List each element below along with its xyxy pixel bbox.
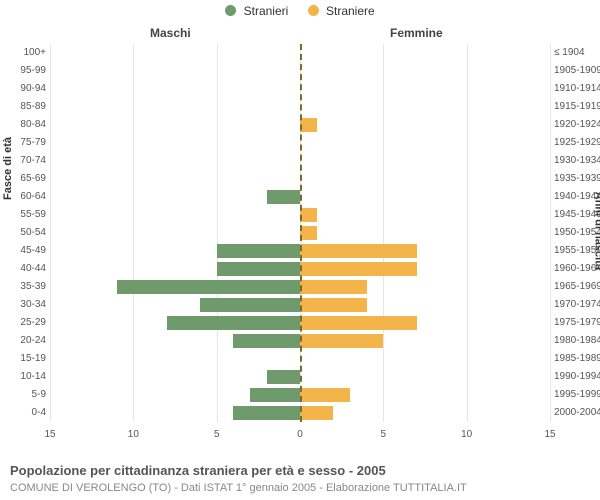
x-tick-label: 15 (544, 429, 555, 440)
y-left-label: 60-64 (6, 191, 46, 202)
bar-male (233, 334, 300, 348)
legend: Stranieri Straniere (0, 4, 600, 18)
y-left-label: 70-74 (6, 155, 46, 166)
y-left-label: 90-94 (6, 83, 46, 94)
y-right-label: 1925-1929 (554, 137, 600, 148)
y-left-label: 40-44 (6, 263, 46, 274)
chart-subtitle: COMUNE DI VEROLENGO (TO) - Dati ISTAT 1°… (10, 482, 467, 494)
y-right-label: 1910-1914 (554, 83, 600, 94)
y-left-label: 100+ (6, 47, 46, 58)
bar-female (300, 226, 317, 240)
y-left-label: 35-39 (6, 281, 46, 292)
y-left-label: 0-4 (6, 407, 46, 418)
y-left-label: 55-59 (6, 209, 46, 220)
bar-male (267, 190, 300, 204)
bar-male (217, 244, 300, 258)
y-right-label: 1915-1919 (554, 101, 600, 112)
y-right-label: 1980-1984 (554, 335, 600, 346)
y-right-label: 1950-1954 (554, 227, 600, 238)
legend-swatch-female (308, 5, 319, 16)
y-left-label: 45-49 (6, 245, 46, 256)
plot-area: 15105051015100+≤ 190495-991905-190990-94… (50, 44, 550, 442)
header-male: Maschi (150, 26, 191, 40)
y-left-label: 15-19 (6, 353, 46, 364)
y-right-label: 1930-1934 (554, 155, 600, 166)
bar-female (300, 334, 383, 348)
bar-male (233, 406, 300, 420)
bar-female (300, 316, 417, 330)
y-right-label: 1990-1994 (554, 371, 600, 382)
y-right-label: 1970-1974 (554, 299, 600, 310)
y-left-label: 25-29 (6, 317, 46, 328)
bar-male (267, 370, 300, 384)
y-left-label: 80-84 (6, 119, 46, 130)
bar-female (300, 262, 417, 276)
bar-male (200, 298, 300, 312)
chart-title: Popolazione per cittadinanza straniera p… (10, 463, 386, 478)
y-right-label: 1940-1944 (554, 191, 600, 202)
y-right-label: 1905-1909 (554, 65, 600, 76)
bar-female (300, 298, 367, 312)
x-tick-label: 0 (297, 429, 303, 440)
x-tick-label: 5 (214, 429, 220, 440)
bar-female (300, 406, 333, 420)
y-left-label: 85-89 (6, 101, 46, 112)
center-axis (300, 44, 302, 422)
legend-label-male: Stranieri (244, 4, 289, 18)
bar-female (300, 208, 317, 222)
y-right-label: ≤ 1904 (554, 47, 600, 58)
y-left-label: 10-14 (6, 371, 46, 382)
legend-item-female: Straniere (308, 4, 375, 18)
bar-female (300, 388, 350, 402)
y-right-label: 1935-1939 (554, 173, 600, 184)
y-left-label: 30-34 (6, 299, 46, 310)
bar-male (117, 280, 300, 294)
header-female: Femmine (390, 26, 443, 40)
y-right-label: 1995-1999 (554, 389, 600, 400)
y-right-label: 1960-1964 (554, 263, 600, 274)
y-left-label: 65-69 (6, 173, 46, 184)
y-right-label: 1985-1989 (554, 353, 600, 364)
bar-female (300, 244, 417, 258)
x-tick-label: 10 (128, 429, 139, 440)
legend-swatch-male (225, 5, 236, 16)
chart-container: Stranieri Straniere Maschi Femmine Fasce… (0, 0, 600, 500)
y-left-label: 95-99 (6, 65, 46, 76)
x-tick-label: 10 (461, 429, 472, 440)
x-tick-label: 5 (381, 429, 387, 440)
x-tick-label: 15 (44, 429, 55, 440)
bar-male (250, 388, 300, 402)
y-left-label: 20-24 (6, 335, 46, 346)
legend-label-female: Straniere (326, 4, 375, 18)
bar-male (217, 262, 300, 276)
bar-female (300, 280, 367, 294)
y-right-label: 2000-2004 (554, 407, 600, 418)
bar-male (167, 316, 300, 330)
y-right-label: 1945-1949 (554, 209, 600, 220)
y-right-label: 1920-1924 (554, 119, 600, 130)
legend-item-male: Stranieri (225, 4, 288, 18)
y-right-label: 1975-1979 (554, 317, 600, 328)
bar-female (300, 118, 317, 132)
y-left-label: 5-9 (6, 389, 46, 400)
y-left-label: 50-54 (6, 227, 46, 238)
y-right-label: 1965-1969 (554, 281, 600, 292)
y-right-label: 1955-1959 (554, 245, 600, 256)
gridline (550, 44, 551, 422)
y-left-label: 75-79 (6, 137, 46, 148)
